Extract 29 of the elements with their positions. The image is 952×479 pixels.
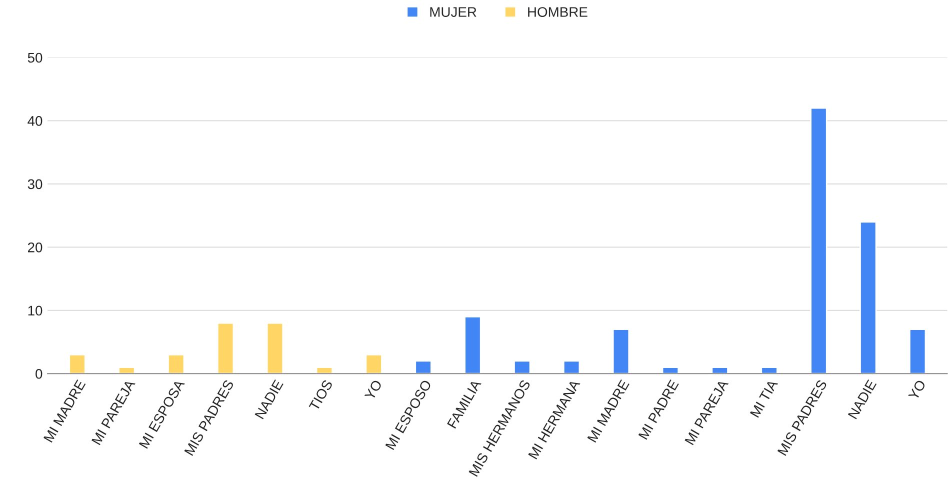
y-tick-label: 30	[28, 179, 42, 190]
x-tick-label: YO	[364, 379, 382, 401]
y-tick-label: 40	[28, 116, 42, 126]
bar	[760, 366, 778, 374]
bar	[464, 316, 482, 374]
bar	[365, 354, 382, 374]
y-tick-label: 20	[28, 242, 42, 252]
bar	[118, 366, 136, 374]
x-tick-label: MI TIA	[750, 378, 778, 418]
bar	[68, 354, 86, 374]
bar	[168, 354, 185, 374]
legend-label: HOMBRE	[528, 7, 588, 17]
bar	[612, 328, 630, 374]
bar	[266, 322, 284, 374]
y-tick-label: 0	[36, 368, 42, 379]
bar	[216, 322, 234, 374]
bar	[562, 360, 580, 374]
bar	[860, 221, 877, 374]
legend-label: MUJER	[430, 7, 476, 17]
bar	[316, 366, 334, 374]
y-tick-label: 10	[28, 306, 42, 316]
bar	[711, 366, 728, 374]
bar	[414, 360, 432, 374]
bar	[514, 360, 531, 374]
bar	[908, 328, 926, 374]
bar	[810, 107, 828, 374]
x-tick-label: YO	[908, 379, 926, 401]
y-tick-label: 50	[28, 52, 42, 63]
bar	[662, 366, 680, 374]
